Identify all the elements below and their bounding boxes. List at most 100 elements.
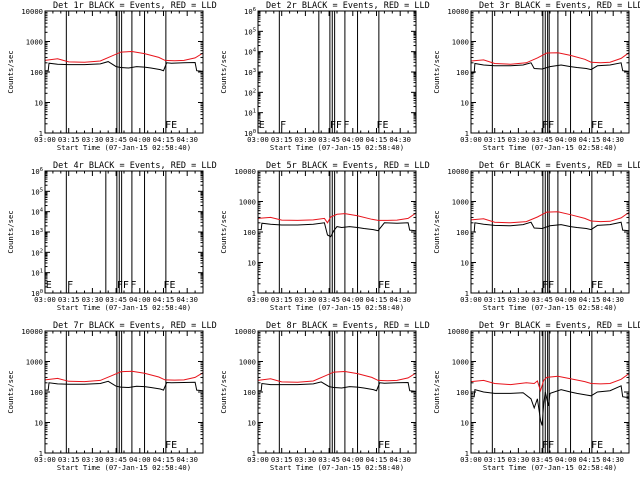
y-axis-title: Counts/sec — [219, 50, 228, 93]
x-tick-label: 03:15 — [58, 455, 80, 464]
panel-det-6: Det 6r BLACK = Events, RED = LLD FF FE 03:0… — [432, 161, 640, 312]
x-tick-label: 03:00 — [34, 135, 56, 144]
y-tick-label: 10 — [247, 419, 256, 428]
x-tick-label: 03:45 — [318, 135, 340, 144]
plot-frame — [257, 10, 417, 134]
panel-det-9: Det 9r BLACK = Events, RED = LLD FF FE 03:0… — [432, 321, 640, 472]
y-tick-label: 104 — [244, 48, 257, 57]
series-line-lld — [44, 50, 204, 63]
panel-title: Det 1r BLACK = Events, RED = LLD — [53, 1, 217, 11]
series-line-events — [258, 222, 417, 238]
y-tick-label: 1 — [465, 449, 469, 458]
series-line-lld — [470, 373, 630, 393]
x-axis-title: Start Time (07-Jan-15 02:58:40) — [270, 463, 404, 472]
flag-label: FE — [164, 280, 176, 291]
x-tick-label: 03:00 — [247, 135, 269, 144]
plot-frame — [44, 170, 204, 294]
y-axis-title: Counts/sec — [6, 50, 15, 93]
flag-label: FF — [542, 280, 554, 291]
x-tick-label: 03:15 — [58, 295, 80, 304]
x-tick-label: 03:45 — [531, 135, 553, 144]
y-tick-label: 106 — [31, 167, 43, 176]
y-axis-title: Counts/sec — [6, 370, 15, 413]
y-tick-label: 1000 — [26, 358, 43, 367]
panel-title: Det 4r BLACK = Events, RED = LLD — [53, 161, 217, 171]
x-tick-label: 04:15 — [366, 455, 388, 464]
x-tick-label: 04:15 — [579, 295, 601, 304]
x-tick-label: 03:30 — [82, 455, 104, 464]
flag-label: FE — [591, 440, 603, 451]
y-tick-label: 101 — [31, 269, 43, 278]
panel-title: Det 3r BLACK = Events, RED = LLD — [479, 1, 640, 11]
y-tick-label: 1 — [252, 449, 256, 458]
x-tick-label: 03:45 — [531, 295, 553, 304]
y-tick-label: 10000 — [447, 167, 469, 176]
series-line-lld — [470, 52, 630, 65]
y-tick-label: 10000 — [21, 7, 43, 16]
flag-label: FF — [542, 120, 554, 131]
series-line-lld — [44, 370, 204, 383]
y-tick-label: 100 — [31, 289, 43, 298]
x-tick-label: 04:00 — [555, 135, 577, 144]
x-tick-label: 04:15 — [366, 295, 388, 304]
x-tick-label: 04:30 — [176, 295, 198, 304]
x-tick-label: 04:00 — [129, 295, 151, 304]
y-tick-label: 100 — [243, 388, 256, 397]
x-tick-label: 03:30 — [508, 455, 530, 464]
x-tick-label: 04:00 — [342, 455, 364, 464]
y-tick-label: 1000 — [452, 38, 469, 47]
x-tick-label: 04:00 — [129, 135, 151, 144]
y-tick-label: 10 — [34, 419, 43, 428]
flag-label: F — [67, 280, 73, 291]
y-tick-label: 1000 — [452, 358, 469, 367]
plot-frame — [257, 170, 417, 294]
series-line-lld — [470, 211, 630, 224]
panel-title: Det 6r BLACK = Events, RED = LLD — [479, 161, 640, 171]
x-tick-label: 04:15 — [153, 135, 175, 144]
x-tick-label: 04:30 — [176, 455, 198, 464]
y-tick-label: 1 — [39, 129, 43, 138]
flag-label: FE — [377, 120, 389, 131]
x-tick-label: 03:30 — [82, 295, 104, 304]
plot-frame — [257, 330, 417, 454]
x-tick-label: 03:00 — [34, 455, 56, 464]
x-axis-title: Start Time (07-Jan-15 02:58:40) — [57, 303, 191, 312]
flag-label: FE — [165, 440, 177, 451]
y-tick-label: 105 — [31, 187, 43, 196]
x-tick-label: 03:30 — [508, 295, 530, 304]
x-tick-label: 03:30 — [82, 135, 104, 144]
x-tick-label: 04:30 — [602, 455, 624, 464]
y-tick-label: 10 — [247, 259, 256, 268]
x-axis-title: Start Time (07-Jan-15 02:58:40) — [270, 303, 404, 312]
x-tick-label: 04:15 — [579, 135, 601, 144]
y-tick-label: 10 — [34, 99, 43, 108]
y-tick-label: 100 — [30, 388, 43, 397]
y-tick-label: 100 — [456, 68, 469, 77]
y-tick-label: 10000 — [234, 327, 256, 336]
y-tick-label: 102 — [244, 88, 256, 97]
series-line-events — [471, 385, 630, 426]
flag-label: FE — [165, 120, 177, 131]
plot-frame — [470, 330, 630, 454]
x-tick-label: 03:15 — [484, 455, 506, 464]
x-tick-label: 04:00 — [555, 455, 577, 464]
y-axis-title: Counts/sec — [6, 210, 15, 253]
plot-frame — [44, 330, 204, 454]
x-axis-title: Start Time (07-Jan-15 02:58:40) — [483, 463, 617, 472]
x-tick-label: 04:15 — [153, 295, 175, 304]
y-tick-label: 103 — [244, 68, 256, 77]
x-tick-label: 04:00 — [129, 455, 151, 464]
y-axis-title: Counts/sec — [432, 50, 441, 93]
x-tick-label: 03:45 — [531, 455, 553, 464]
series-line-events — [471, 221, 630, 233]
x-tick-label: 04:30 — [602, 295, 624, 304]
y-tick-label: 103 — [31, 228, 43, 237]
flag-label: FE — [591, 120, 603, 131]
x-axis-title: Start Time (07-Jan-15 02:58:40) — [483, 303, 617, 312]
plot-frame — [470, 170, 630, 294]
y-tick-label: 100 — [456, 228, 469, 237]
y-tick-label: 102 — [31, 248, 43, 257]
series-line-lld — [257, 370, 417, 383]
panel-title: Det 8r BLACK = Events, RED = LLD — [266, 321, 430, 331]
